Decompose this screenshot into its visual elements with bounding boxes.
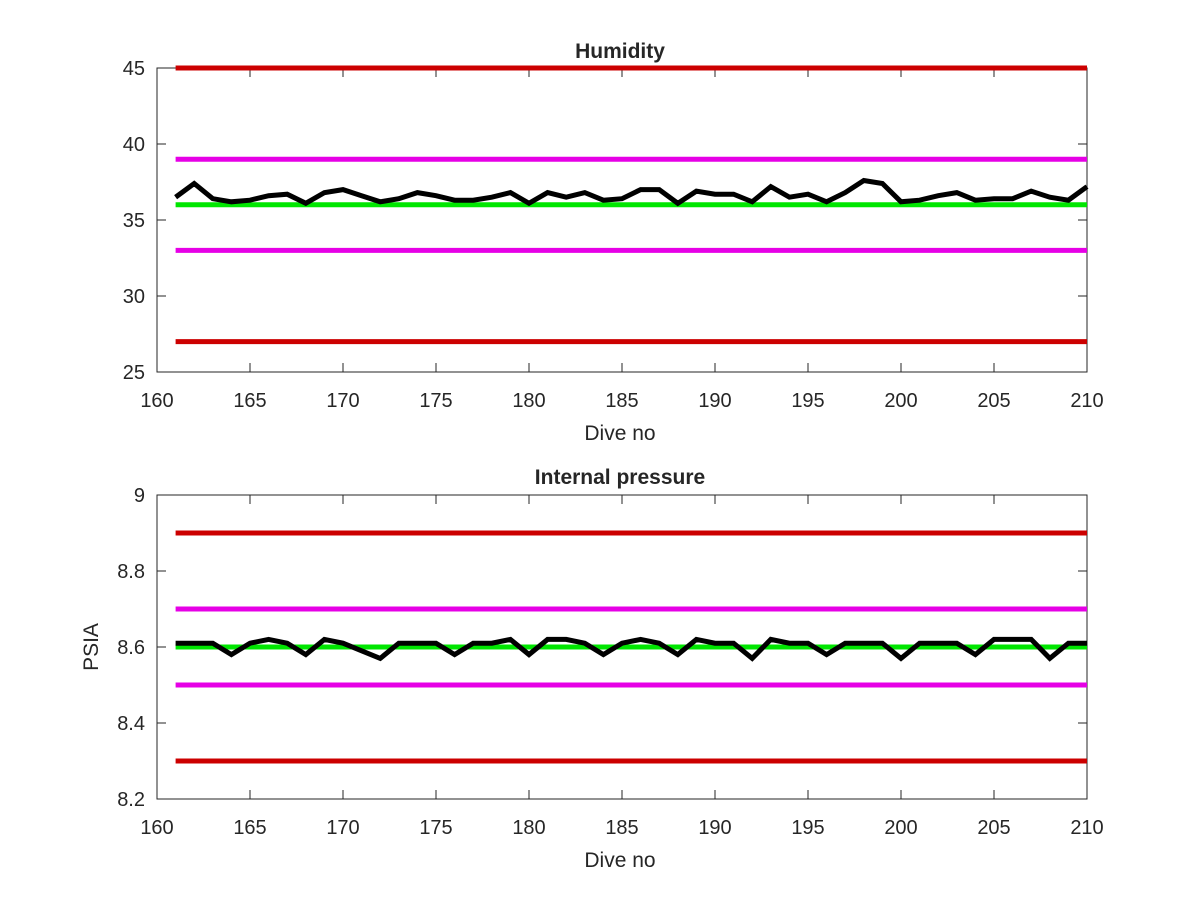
x-tick-label: 160: [140, 390, 173, 412]
y-tick-label: 40: [123, 134, 145, 156]
chart-title: Internal pressure: [535, 466, 705, 489]
x-tick-label: 170: [326, 817, 359, 839]
x-axis-label: Dive no: [584, 849, 655, 872]
x-tick-label: 185: [605, 390, 638, 412]
x-tick-label: 175: [419, 817, 452, 839]
x-tick-label: 200: [884, 817, 917, 839]
x-tick-label: 205: [977, 390, 1010, 412]
chart-title: Humidity: [575, 40, 665, 63]
x-tick-label: 180: [512, 817, 545, 839]
y-axis-label: PSIA: [80, 623, 103, 671]
y-tick-label: 30: [123, 286, 145, 308]
x-tick-label: 170: [326, 390, 359, 412]
x-tick-label: 205: [977, 817, 1010, 839]
x-tick-label: 165: [233, 390, 266, 412]
y-tick-label: 8.2: [117, 789, 145, 811]
internal-pressure-plot: 160 165 170 175 180 185 190 195 200 205 210 8.2 8.4 8…: [80, 466, 1104, 872]
series-line: [175, 636, 1087, 662]
y-tick-label: 8.8: [117, 561, 145, 583]
axes-box: [156, 67, 1088, 373]
x-tick-label: 210: [1070, 817, 1103, 839]
x-tick-label: 160: [140, 817, 173, 839]
humidity-plot: 160 165 170 175 180 185 190 195 200 205 210 25 30 35 4…: [123, 40, 1104, 445]
x-tick-label: 195: [791, 390, 824, 412]
y-tick-label: 25: [123, 362, 145, 384]
x-tick-label: 175: [419, 390, 452, 412]
y-tick-label: 45: [123, 58, 145, 80]
y-tick-label: 35: [123, 210, 145, 232]
x-tick-label: 180: [512, 390, 545, 412]
y-tick-label: 9: [134, 485, 145, 507]
x-axis-label: Dive no: [584, 422, 655, 445]
x-tick-label: 190: [698, 817, 731, 839]
series-line: [174, 177, 1089, 207]
x-tick-label: 165: [233, 817, 266, 839]
x-tick-label: 190: [698, 390, 731, 412]
x-tick-label: 185: [605, 817, 638, 839]
x-tick-label: 210: [1070, 390, 1103, 412]
x-tick-label: 195: [791, 817, 824, 839]
x-tick-label: 200: [884, 390, 917, 412]
y-tick-label: 8.4: [117, 713, 145, 735]
y-tick-label: 8.6: [117, 637, 145, 659]
